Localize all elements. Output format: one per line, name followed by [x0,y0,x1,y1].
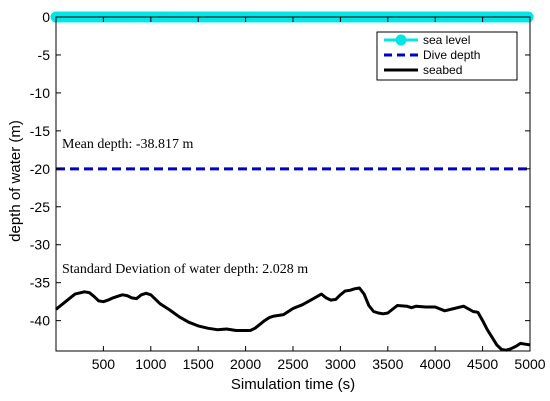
std-dev-annotation: Standard Deviation of water depth: 2.028… [62,262,308,277]
legend-label-seabed: seabed [423,63,462,77]
y-axis-title: depth of water (m) [7,120,24,242]
legend-label-dive-depth: Dive depth [423,48,480,62]
y-tick-label: -5 [38,47,51,63]
x-tick-label: 500 [92,356,116,372]
y-tick-label: -40 [30,313,50,329]
mean-depth-annotation: Mean depth: -38.817 m [62,137,194,152]
x-tick-label: 1000 [135,356,166,372]
x-tick-label: 5000 [514,356,545,372]
x-tick-label: 4500 [467,356,498,372]
seabed-line [55,286,531,352]
x-axis-title: Simulation time (s) [231,376,355,393]
y-tick-label: -20 [30,161,50,177]
x-tick-label: 1500 [183,356,214,372]
legend: sea level Dive depth seabed [376,31,518,81]
x-tick-label: 2500 [277,356,308,372]
y-tick-label: -10 [30,85,50,101]
y-tick-label: -30 [30,237,50,253]
x-tick-label: 4000 [420,356,451,372]
legend-marker-sea-level [395,34,407,46]
x-tick-label: 2000 [230,356,261,372]
x-tick-label: 3000 [325,356,356,372]
y-tick-label: -25 [30,199,50,215]
x-tick-label: 3500 [372,356,403,372]
axis-ticks: 500 1000 1500 2000 2500 3000 3500 4000 4500 5000 0… [30,9,546,372]
y-tick-label: -15 [30,123,50,139]
y-tick-label: 0 [42,9,50,25]
legend-label-sea-level: sea level [423,33,470,47]
y-tick-label: -35 [30,275,50,291]
